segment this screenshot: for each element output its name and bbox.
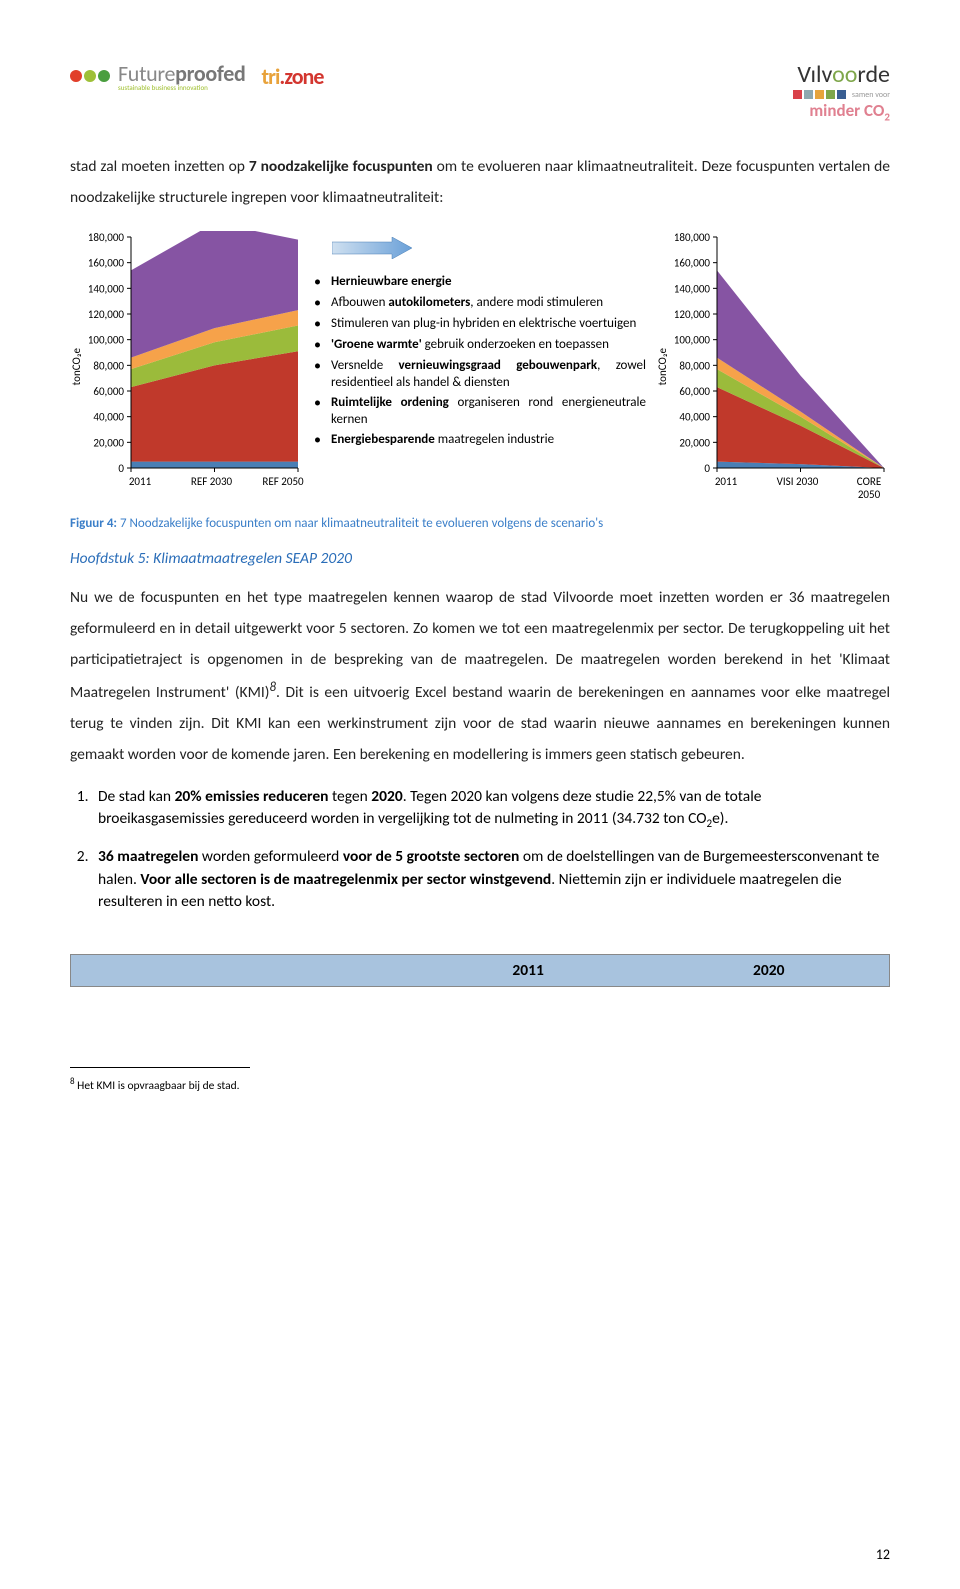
figure-4: tonCO₂e 0 20,000 40,000 60,000 80,000 100,000… xyxy=(70,231,890,530)
svg-text:120,000: 120,000 xyxy=(675,308,710,321)
page-header: Futureproofed sustainable business innov… xyxy=(70,60,890,123)
minder-co2-logo: minder CO2 xyxy=(793,100,890,123)
focus-bullets: Hernieuwbare energieAfbouwen autokilomet… xyxy=(308,231,652,451)
left-chart: 0 20,000 40,000 60,000 80,000 100,000 120,000 1… xyxy=(89,231,304,489)
dot-icon xyxy=(70,70,82,82)
svg-text:140,000: 140,000 xyxy=(89,283,124,296)
vilvoorde-logo: Vılvoorde xyxy=(793,60,890,89)
numbered-list: De stad kan 20% emissies reduceren tegen… xyxy=(92,786,890,914)
svg-text:180,000: 180,000 xyxy=(89,231,124,244)
section-title: Hoofdstuk 5: Klimaatmaatregelen SEAP 202… xyxy=(70,549,890,568)
svg-text:160,000: 160,000 xyxy=(89,257,124,270)
logos-left: Futureproofed sustainable business innov… xyxy=(70,60,323,92)
svg-text:20,000: 20,000 xyxy=(679,437,710,450)
svg-text:180,000: 180,000 xyxy=(675,231,710,244)
svg-text:20,000: 20,000 xyxy=(93,437,124,450)
y-axis-label: tonCO₂e xyxy=(656,348,669,385)
body-paragraph: Nu we de focuspunten en het type maatreg… xyxy=(70,582,890,770)
svg-text:60,000: 60,000 xyxy=(679,385,710,398)
svg-text:100,000: 100,000 xyxy=(89,334,124,347)
trizone-logo: tri.zone xyxy=(262,63,324,90)
svg-text:160,000: 160,000 xyxy=(675,257,710,270)
dot-icon xyxy=(98,70,110,82)
y-axis-label: tonCO₂e xyxy=(70,348,83,385)
svg-text:120,000: 120,000 xyxy=(89,308,124,321)
svg-text:0: 0 xyxy=(118,462,124,475)
svg-text:60,000: 60,000 xyxy=(93,385,124,398)
table-col-2011: 2011 xyxy=(408,955,649,986)
figure-caption: Figuur 4: 7 Noodzakelijke focuspunten om… xyxy=(70,516,890,531)
svg-text:40,000: 40,000 xyxy=(679,411,710,424)
svg-text:0: 0 xyxy=(704,462,710,475)
intro-paragraph: stad zal moeten inzetten op 7 noodzakeli… xyxy=(70,151,890,213)
svg-text:140,000: 140,000 xyxy=(675,283,710,296)
list-item: 36 maatregelen worden geformuleerd voor … xyxy=(92,846,890,913)
svg-text:40,000: 40,000 xyxy=(93,411,124,424)
dot-icon xyxy=(84,70,96,82)
footnote-rule xyxy=(70,1067,250,1068)
arrow-icon xyxy=(332,237,646,265)
right-chart: 0 20,000 40,000 60,000 80,000 100,000 120,000 1… xyxy=(675,231,890,501)
svg-text:80,000: 80,000 xyxy=(679,360,710,373)
vilvoorde-squares: samen voor xyxy=(793,90,890,100)
list-item: De stad kan 20% emissies reduceren tegen… xyxy=(92,786,890,833)
footnote: 8 Het KMI is opvraagbaar bij de stad. xyxy=(70,1076,890,1093)
table-col-2020: 2020 xyxy=(648,955,889,986)
table-header: 2011 2020 xyxy=(70,954,890,987)
svg-text:100,000: 100,000 xyxy=(675,334,710,347)
svg-text:80,000: 80,000 xyxy=(93,360,124,373)
logos-right: Vılvoorde samen voor minder CO2 xyxy=(793,60,890,123)
page-number: 12 xyxy=(876,1546,890,1563)
